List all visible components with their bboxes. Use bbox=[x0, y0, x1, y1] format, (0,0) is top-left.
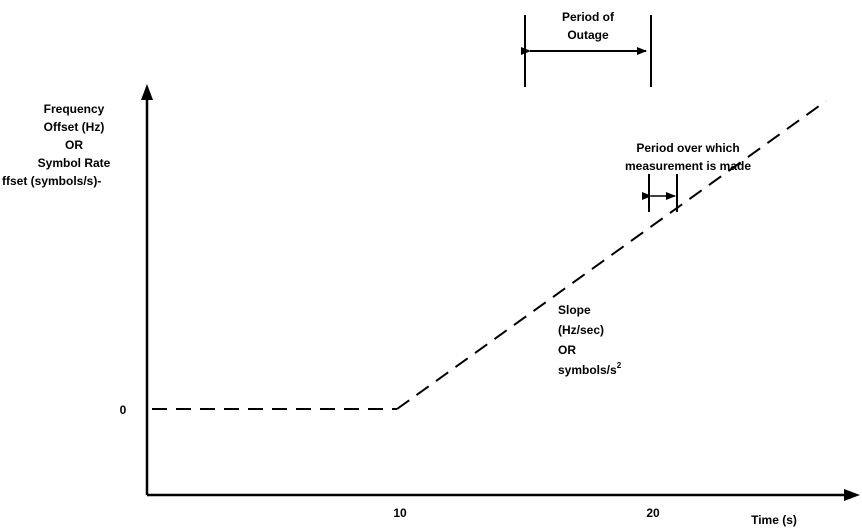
y-axis-label-line-3: OR bbox=[65, 138, 83, 152]
y-tick-label-zero: 0 bbox=[120, 403, 127, 417]
slope-label-line-1: Slope bbox=[558, 303, 591, 317]
measurement-label-line-2: measurement is made bbox=[625, 159, 751, 173]
y-axis-label-line-4: Symbol Rate bbox=[38, 156, 111, 170]
outage-label-line-2: Outage bbox=[567, 28, 609, 42]
x-axis-label: Time (s) bbox=[751, 513, 797, 527]
slope-unit-base: symbols/s bbox=[558, 363, 617, 377]
y-axis-label-line-1: Frequency bbox=[44, 102, 105, 116]
slope-label-line-3: OR bbox=[558, 343, 576, 357]
slope-unit-exponent: 2 bbox=[617, 361, 622, 370]
x-tick-label-20: 20 bbox=[646, 506, 660, 520]
outage-label-line-1: Period of bbox=[562, 10, 615, 24]
x-axis-arrowhead bbox=[844, 489, 860, 501]
slope-label-line-2: (Hz/sec) bbox=[558, 323, 604, 337]
y-axis-label-line-2: Offset (Hz) bbox=[44, 120, 105, 134]
measurement-label-line-1: Period over which bbox=[636, 141, 739, 155]
x-tick-label-10: 10 bbox=[393, 506, 407, 520]
offset-slope-dashed-line bbox=[396, 100, 827, 410]
y-axis-label-line-5: ffset (symbols/s)- bbox=[2, 174, 101, 188]
slope-label-line-4: symbols/s2 bbox=[558, 361, 622, 377]
y-axis-arrowhead bbox=[141, 84, 153, 100]
